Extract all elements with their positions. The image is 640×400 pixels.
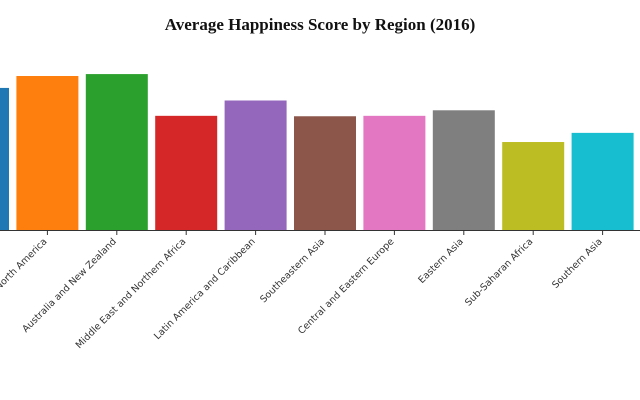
bar xyxy=(363,115,426,230)
bar xyxy=(0,87,9,230)
x-tick-label: Sub-Saharan Africa xyxy=(463,236,535,308)
bar xyxy=(502,142,565,230)
bar xyxy=(155,115,218,230)
bar xyxy=(85,74,148,230)
chart-title: Average Happiness Score by Region (2016) xyxy=(165,15,476,34)
x-tick-label: Southeastern Asia xyxy=(258,236,327,305)
bar xyxy=(16,76,79,230)
bar xyxy=(224,100,287,230)
bar xyxy=(294,116,356,230)
bar xyxy=(432,110,495,230)
x-tick-label: North America xyxy=(0,236,50,292)
x-tick-label: Eastern Asia xyxy=(416,236,466,286)
x-tick-label: Middle East and Northern Africa xyxy=(74,236,189,351)
bar xyxy=(571,132,634,230)
x-tick-label: Southern Asia xyxy=(550,236,605,291)
